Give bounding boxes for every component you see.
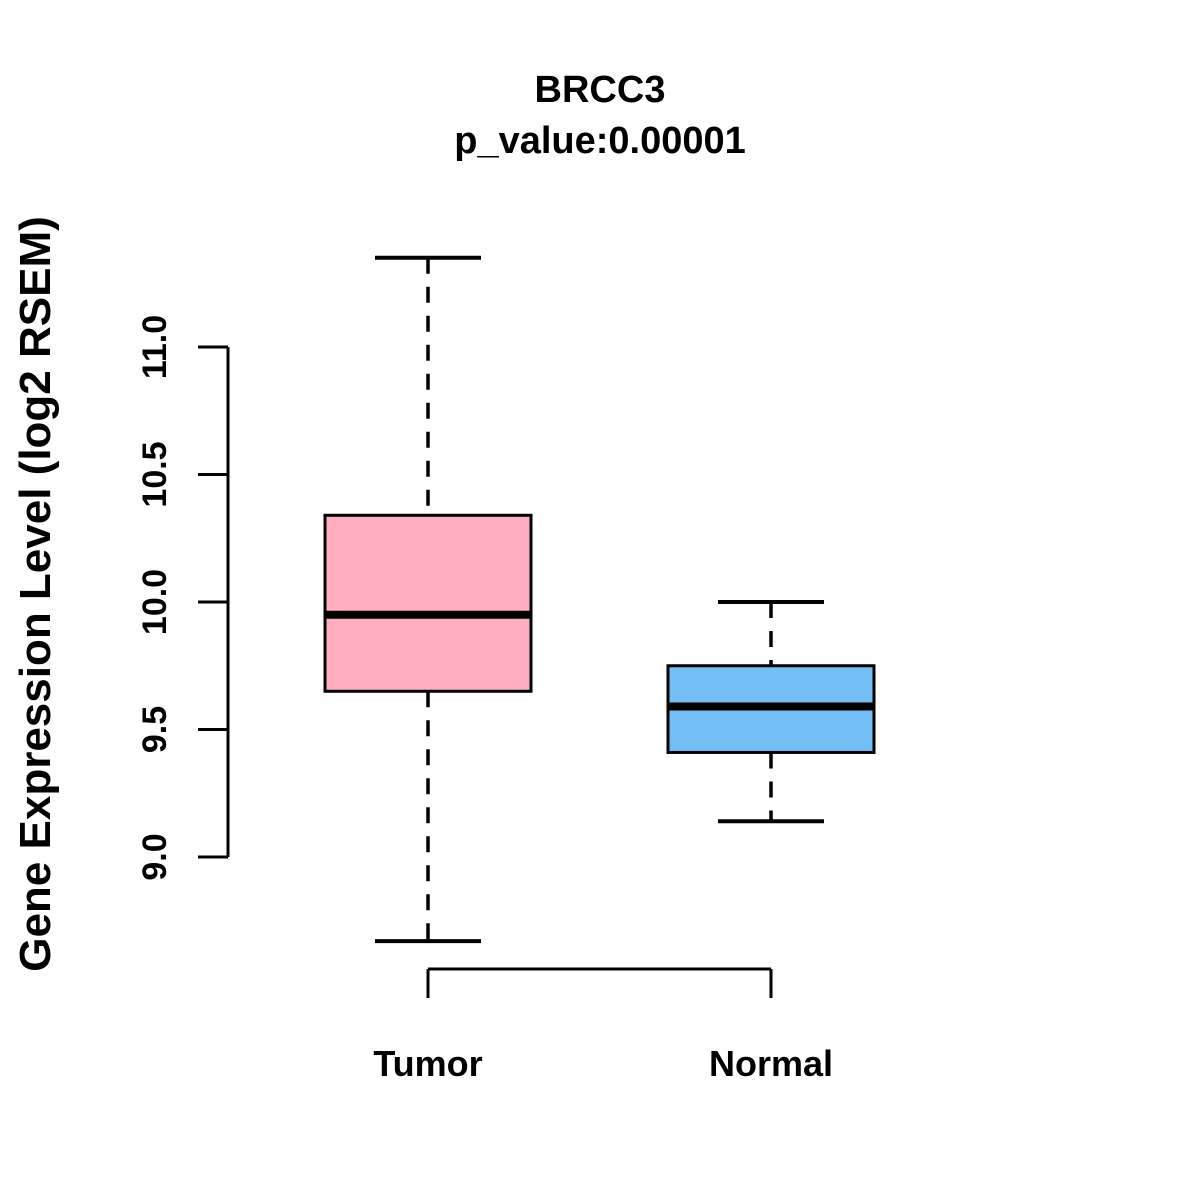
y-axis: 9.0 9.5 10.0 10.5 11.0 [136,315,230,881]
category-label: Tumor [373,1043,482,1084]
tumor-box-group [323,255,533,944]
y-tick-label: 9.5 [136,706,174,753]
chart-subtitle: p_value:0.00001 [454,120,746,162]
chart-title: BRCC3 [535,69,666,111]
y-tick-label: 11.0 [136,315,174,379]
y-tick-label: 9.0 [136,833,174,880]
category-label: Normal [709,1043,833,1084]
normal-box-group [666,600,876,824]
iqr-box [323,513,533,693]
y-tick-label: 10.5 [136,441,174,507]
y-axis-label: Gene Expression Level (log2 RSEM) [11,216,60,972]
x-axis: Tumor Normal [373,967,833,1084]
box-series [323,255,876,944]
y-tick-label: 10.0 [136,569,174,635]
